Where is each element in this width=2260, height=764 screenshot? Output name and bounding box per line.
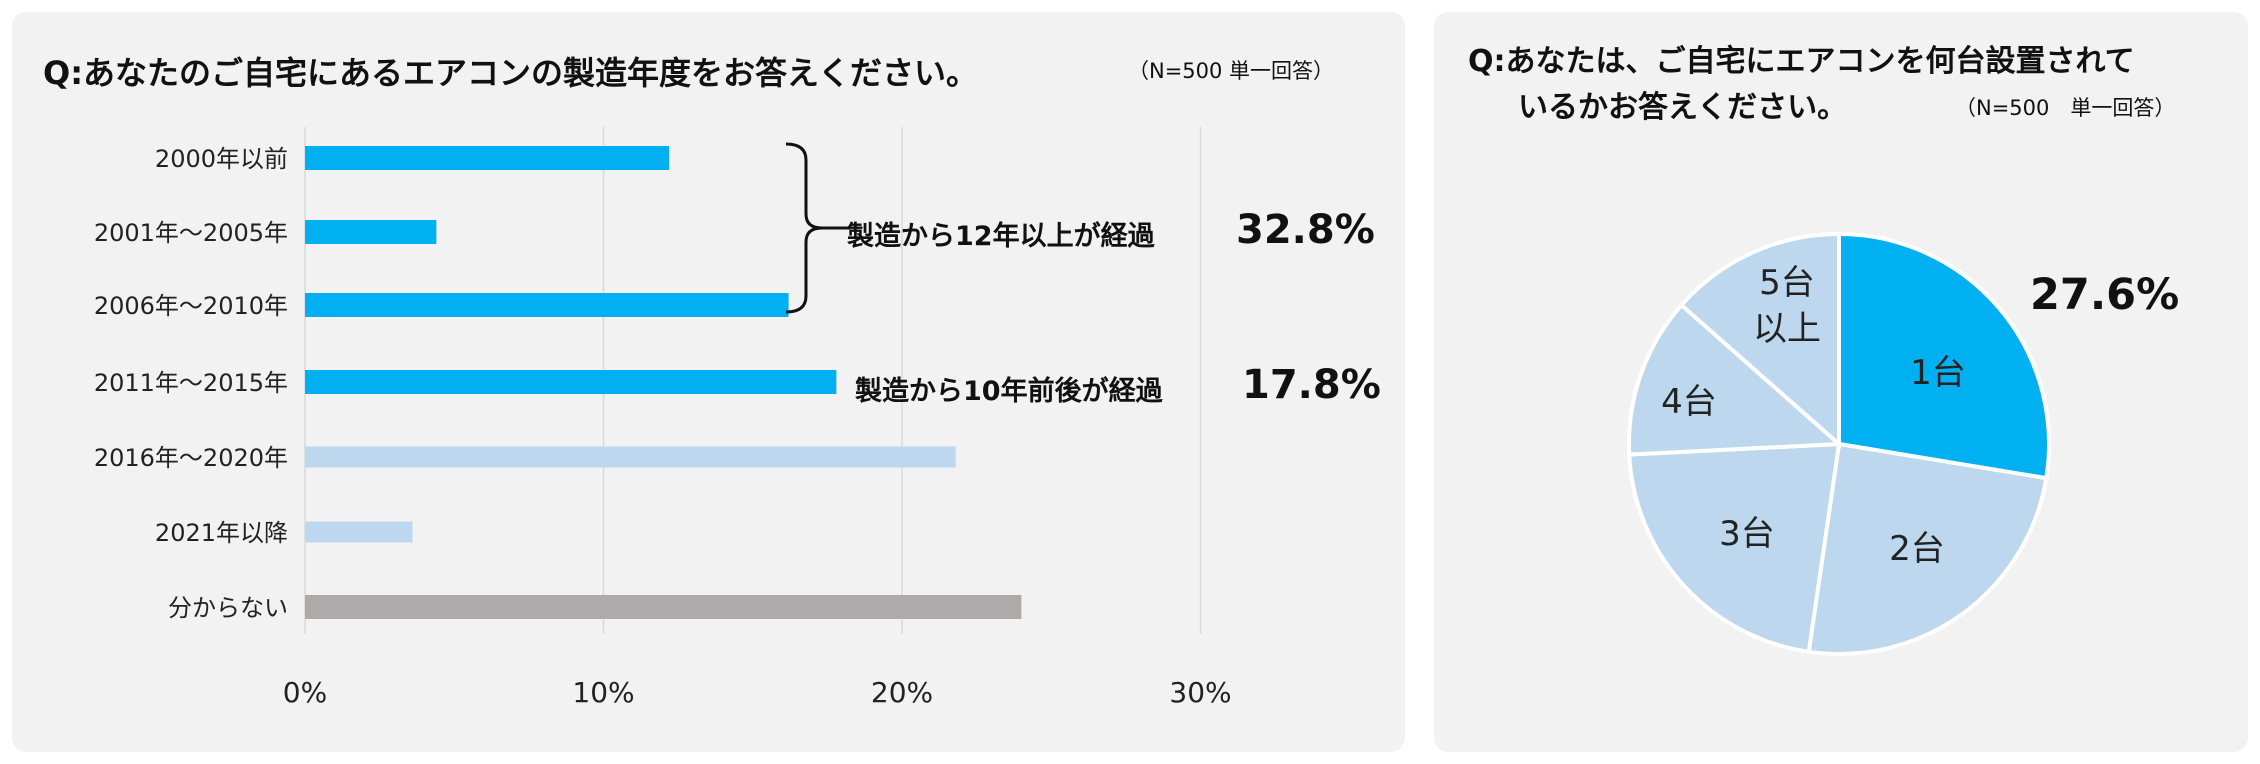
x-tick-label: 20% xyxy=(871,676,933,709)
annotation-10-years: 製造から10年前後が経過 xyxy=(855,376,1163,407)
x-tick-label: 30% xyxy=(1169,676,1231,709)
bar-chart-title: Q:あなたのご自宅にあるエアコンの製造年度をお答えください。 xyxy=(43,54,979,92)
pie-slice xyxy=(1627,441,1842,655)
pie-chart-subtitle: （N=500 単一回答） xyxy=(1955,96,2176,120)
category-label: 2001年～2005年 xyxy=(94,219,288,247)
pie-highlight-value: 27.6% xyxy=(2030,270,2180,320)
pie-slice xyxy=(1837,231,2051,481)
bar xyxy=(305,293,789,317)
bar xyxy=(305,446,956,468)
pie-slice-label: 1台 xyxy=(1910,353,1966,393)
x-tick-label: 0% xyxy=(283,676,327,709)
annotation-10-years-value: 17.8% xyxy=(1242,362,1381,408)
bar xyxy=(305,521,413,543)
bar xyxy=(305,220,437,244)
category-label: 2016年～2020年 xyxy=(94,444,288,472)
pie-chart-title-line1: Q:あなたは、ご自宅にエアコンを何台設置されて xyxy=(1468,44,2135,79)
pie-chart-title-line2: いるかお答えください。 xyxy=(1518,90,1848,125)
pie-slice xyxy=(1627,302,1845,457)
pie-slice-label-5-or-more: 5台以上 xyxy=(1753,263,1821,349)
bar xyxy=(305,146,670,170)
pie-slice-label: 4台 xyxy=(1661,382,1717,422)
brace xyxy=(785,142,823,314)
x-tick-label: 10% xyxy=(572,676,634,709)
bar-chart-subtitle: （N=500 単一回答） xyxy=(1128,59,1335,83)
category-label: 2006年～2010年 xyxy=(94,292,288,320)
annotation-12-years-value: 32.8% xyxy=(1236,207,1375,253)
bar xyxy=(305,370,837,394)
category-label: 2021年以降 xyxy=(155,519,288,547)
category-label: 2011年～2015年 xyxy=(94,369,288,397)
pie-slice-label: 3台 xyxy=(1719,514,1775,554)
annotation-12-years: 製造から12年以上が経過 xyxy=(847,221,1155,252)
bar xyxy=(305,595,1022,619)
pie-slice xyxy=(1678,231,1841,449)
pie-slice xyxy=(1806,441,2049,656)
category-label: 2000年以前 xyxy=(155,145,288,173)
category-label: 分からない xyxy=(168,594,288,622)
pie-slice-label: 2台 xyxy=(1889,529,1945,569)
